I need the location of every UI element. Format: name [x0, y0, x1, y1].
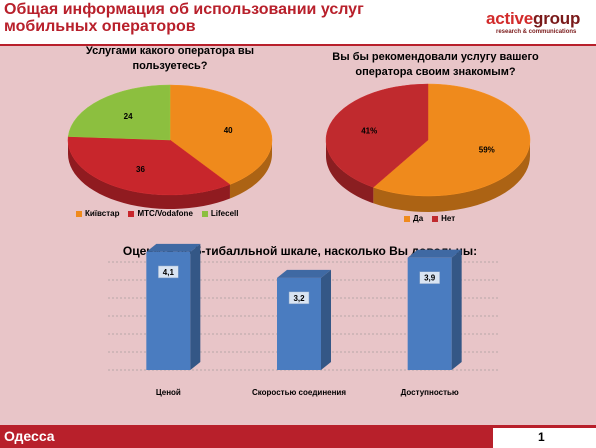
- bar-side: [451, 249, 462, 370]
- bar-1: 3,2 Скоростью соединения: [252, 269, 346, 397]
- slice-mts-vodafone-value-label: 36: [136, 165, 145, 174]
- legend-label-kyivstar: Київстар: [85, 209, 120, 218]
- legend-item-no: Нет: [432, 214, 455, 223]
- slice-lifecell-value-label: 24: [124, 112, 133, 121]
- bar-value-box: [288, 291, 310, 305]
- slice-mts-vodafone: [67, 136, 231, 196]
- page-number-box: [493, 428, 596, 448]
- bar-value-label: 3,2: [293, 294, 305, 303]
- legend-item-mts: МТС/Vodafone: [128, 209, 193, 218]
- slice-yes-side: [373, 140, 530, 212]
- legend-label-no: Нет: [441, 214, 456, 223]
- slice-kyivstar-value-label: 40: [224, 126, 233, 135]
- slice-kyivstar-side: [229, 140, 272, 199]
- bar-side: [321, 269, 331, 370]
- slice-yes-value-label: 59%: [479, 145, 495, 154]
- header: Общая информация об использовании услуг …: [0, 0, 596, 44]
- legend-swatch-lifecell: [201, 210, 208, 217]
- bar-chart-title: Оцените по 5-тибалльной шкале, насколько…: [122, 244, 478, 258]
- bar-0: 4,1 Ценой: [146, 243, 201, 397]
- bar-value-label: 3,9: [424, 274, 436, 283]
- bar-2: 3,9 Доступностью: [401, 249, 462, 397]
- activegroup-logo: activegroup research & communications: [486, 10, 594, 40]
- legend-swatch-no: [432, 215, 439, 222]
- page-number: 1: [538, 430, 545, 444]
- slice-no: [325, 83, 429, 188]
- slice-lifecell: [67, 84, 171, 141]
- legend-swatch-kyivstar: [76, 210, 82, 217]
- logo-subtitle: research & communications: [496, 29, 577, 35]
- bar-top: [146, 243, 201, 252]
- pie1-title: Услугами какого оператора вы пользуетесь…: [85, 45, 255, 72]
- legend-swatch-yes: [404, 215, 410, 222]
- logo-text-active: active: [486, 9, 534, 28]
- pie2-legend: Да Нет: [404, 214, 464, 223]
- slide-title: Общая информация об использовании услуг …: [4, 1, 364, 35]
- slice-yes: [372, 83, 531, 197]
- bar-value-box: [419, 271, 440, 284]
- logo-text-group: group: [533, 9, 581, 28]
- header-divider: [0, 44, 596, 46]
- legend-label-lifecell: Lifecell: [210, 209, 239, 218]
- legend-item-kyivstar: Київстар: [76, 209, 119, 218]
- slice-kyivstar: [169, 84, 273, 185]
- legend-label-yes: Да: [413, 214, 424, 223]
- bar-value-box: [158, 265, 179, 279]
- slice-no-value-label: 41%: [361, 127, 377, 136]
- bar-top: [277, 269, 331, 278]
- bar-category-label: Доступностью: [401, 388, 459, 397]
- footer-bar: Одесса: [0, 425, 596, 448]
- bar-top: [407, 249, 462, 258]
- slice-no-side: [326, 140, 374, 204]
- footer-city: Одесса: [4, 428, 55, 444]
- legend-item-yes: Да: [404, 214, 423, 223]
- bar-side: [190, 243, 201, 370]
- bar-category-label: Ценой: [156, 388, 181, 397]
- pie1-legend: Київстар МТС/Vodafone Lifecell: [76, 209, 247, 218]
- legend-label-mts: МТС/Vodafone: [137, 209, 193, 218]
- legend-item-lifecell: Lifecell: [201, 209, 239, 218]
- bar-category-label: Скоростью соединения: [252, 388, 346, 397]
- slice-mts-vodafone-side: [68, 140, 230, 209]
- pie2-title: Вы бы рекомендовали услугу вашего операт…: [332, 51, 539, 78]
- bar-value-label: 4,1: [163, 268, 175, 277]
- legend-swatch-mts: [128, 210, 135, 217]
